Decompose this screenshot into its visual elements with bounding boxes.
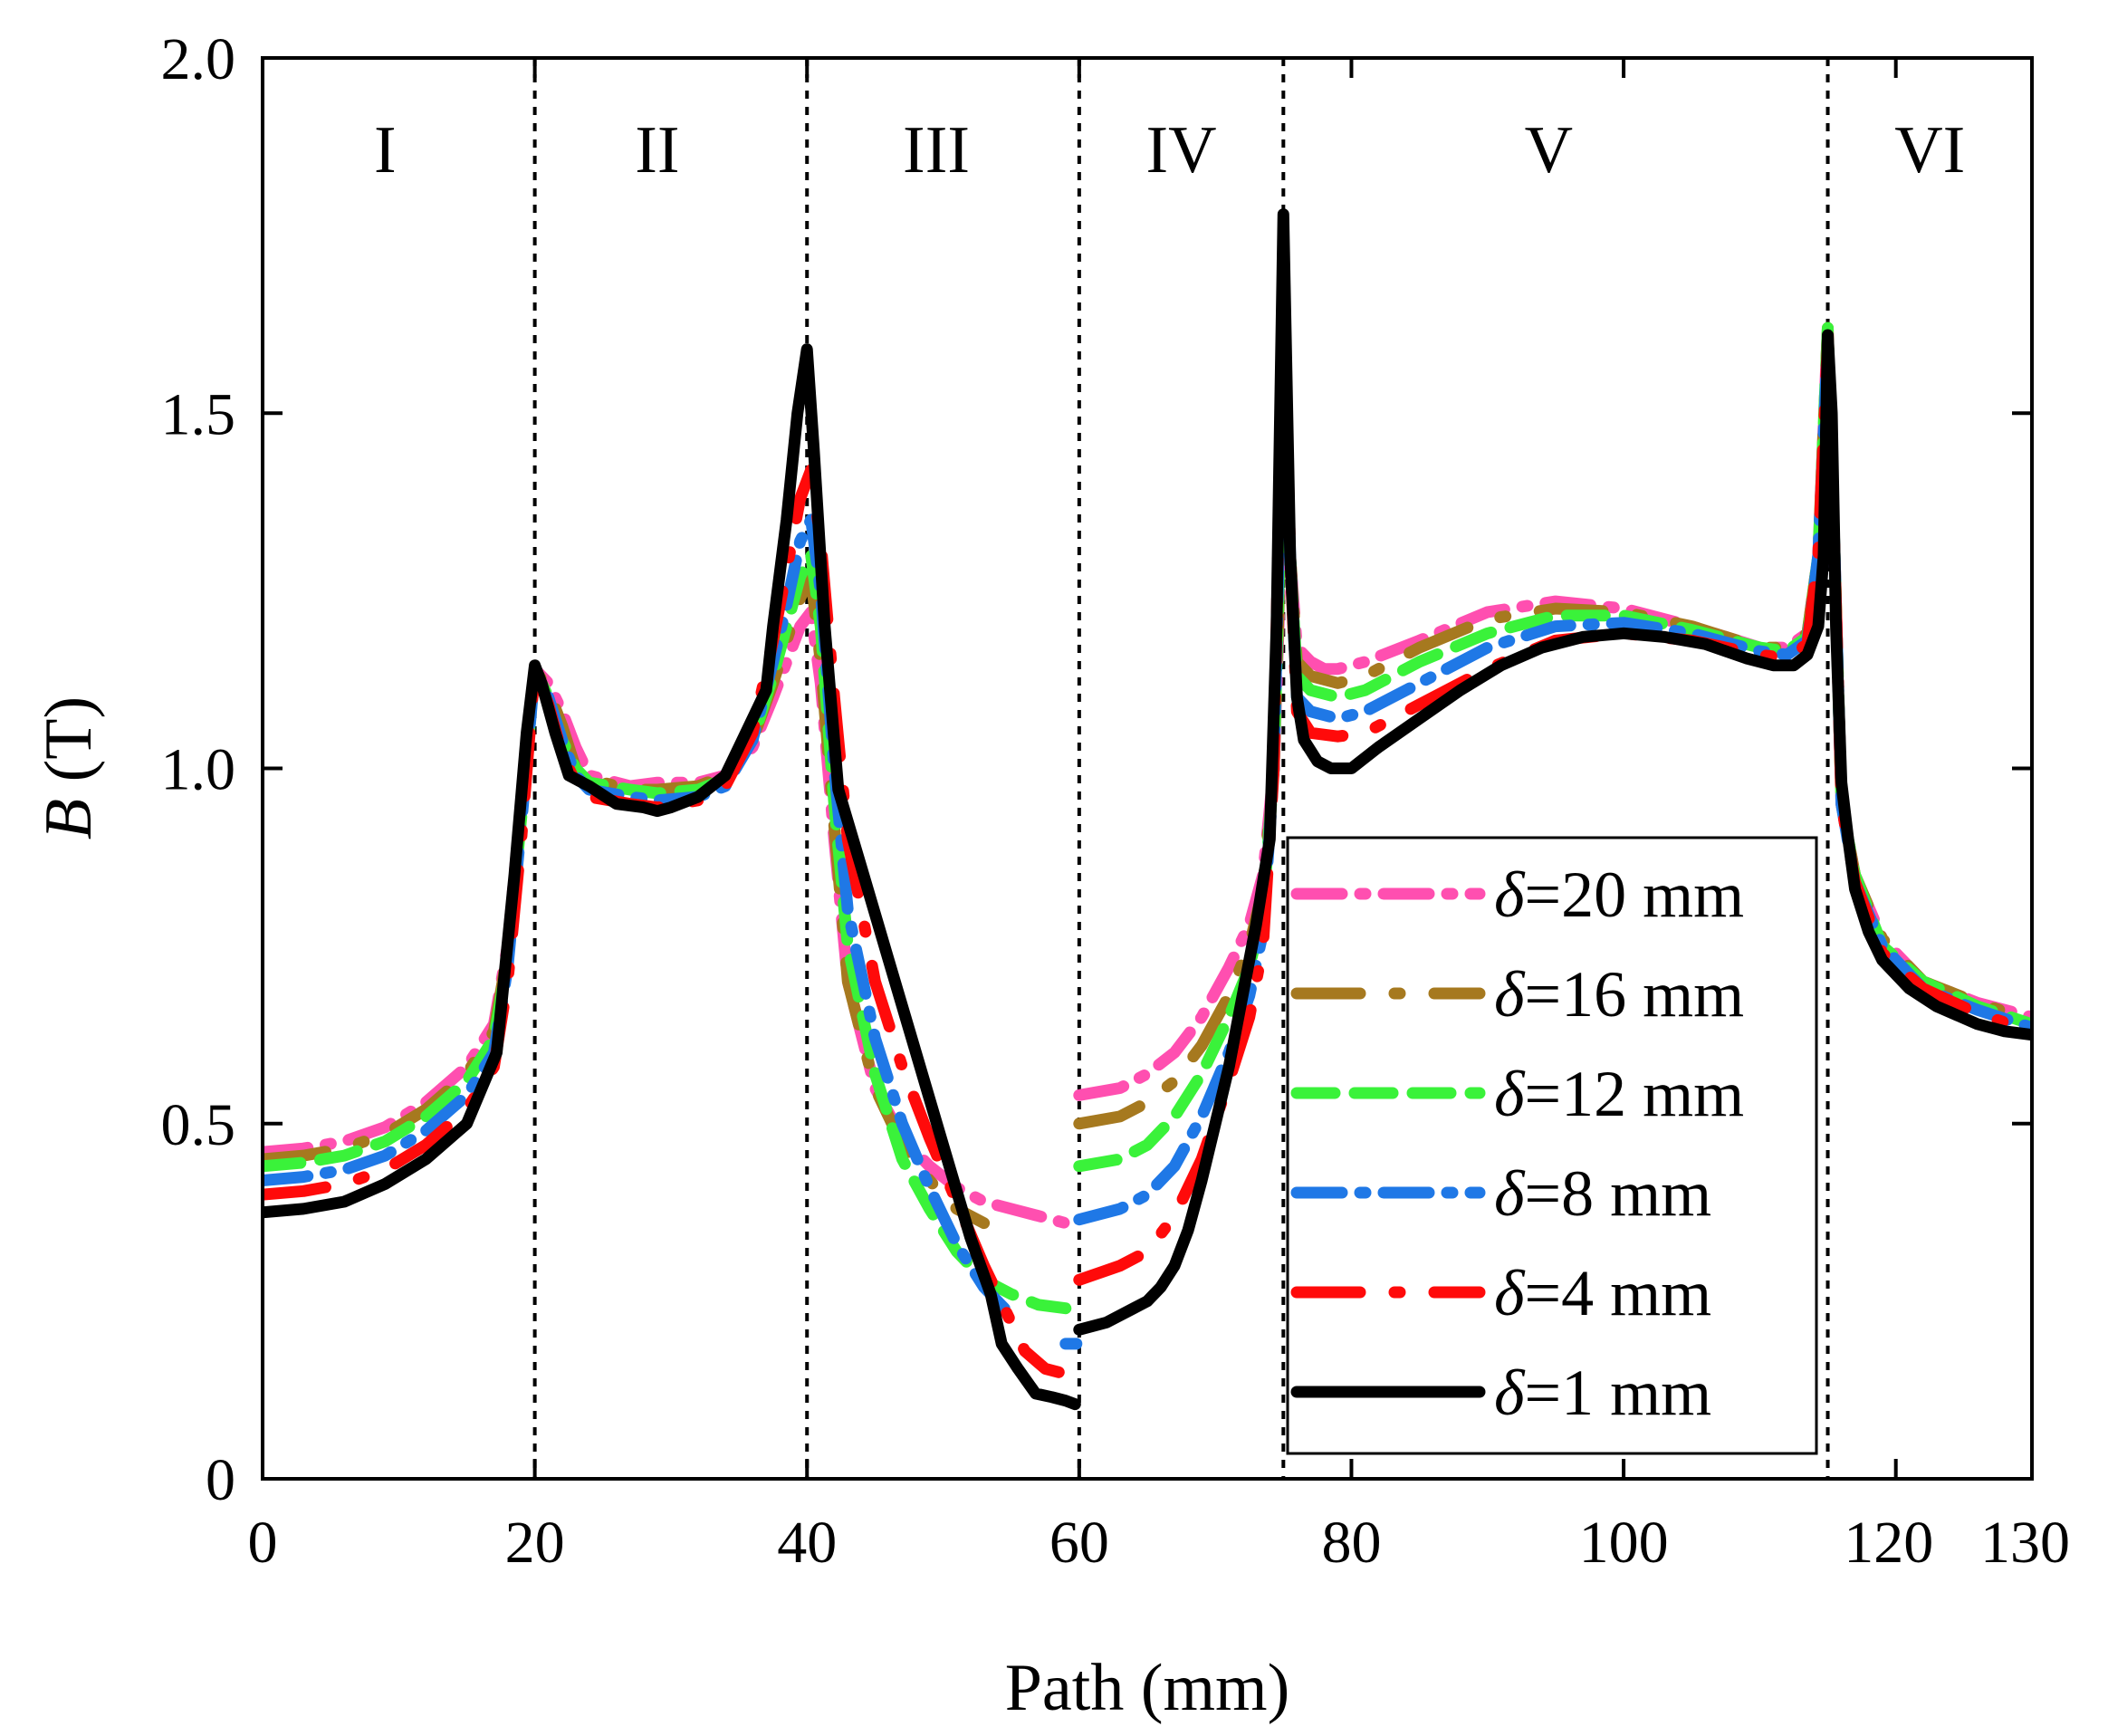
y-axis-title-symbol: B [32, 799, 106, 839]
region-labels: I II III IV V VI [374, 113, 1965, 187]
legend-label-symbol: δ [1494, 1257, 1526, 1329]
legend-label: δ=16 mm [1494, 958, 1744, 1031]
series-line [1073, 208, 2032, 1336]
x-tick-label: 80 [1321, 1510, 1381, 1576]
legend-label: δ=1 mm [1494, 1357, 1711, 1429]
legend-label-text: =16 mm [1524, 958, 1744, 1031]
y-axis-title: B (T) [32, 696, 106, 839]
x-tick-label: 100 [1579, 1510, 1669, 1576]
legend-label: δ=4 mm [1494, 1257, 1711, 1329]
legend-label-symbol: δ [1494, 1157, 1526, 1230]
x-tick-label: 20 [505, 1510, 565, 1576]
legend-label-text: =8 mm [1524, 1157, 1711, 1230]
x-axis-ticks: 0 20 40 60 80 100 120 130 [248, 58, 2070, 1576]
x-tick-label: 120 [1844, 1510, 1933, 1576]
y-tick-label: 0 [206, 1447, 235, 1513]
x-tick-label: 40 [777, 1510, 837, 1576]
y-axis-title-unit: (T) [32, 696, 106, 799]
region-label: II [635, 113, 679, 187]
y-tick-label: 2.0 [161, 26, 236, 92]
x-axis-title: Path (mm) [1005, 1651, 1289, 1725]
legend-label: δ=20 mm [1494, 858, 1744, 931]
legend-label-symbol: δ [1494, 1357, 1526, 1429]
y-tick-label: 1.0 [161, 737, 236, 803]
series-layer [263, 208, 2032, 1411]
legend-box [1286, 836, 1818, 1455]
region-label: VI [1894, 113, 1965, 187]
legend-label-symbol: δ [1494, 1058, 1526, 1130]
x-tick-label: 130 [1980, 1510, 2070, 1576]
x-tick-label: 60 [1049, 1510, 1109, 1576]
x-tick-label: 0 [248, 1510, 278, 1576]
series-line [263, 343, 1081, 1411]
legend-label-text: =20 mm [1524, 858, 1744, 931]
y-axis-ticks: 0 0.5 1.0 1.5 2.0 [161, 26, 2032, 1513]
legend: δ=20 mmδ=16 mmδ=12 mmδ=8 mmδ=4 mmδ=1 mm [1286, 836, 1818, 1455]
region-label: III [903, 113, 970, 187]
legend-label-text: =4 mm [1524, 1257, 1711, 1329]
series-line [263, 464, 1065, 1378]
region-label: IV [1146, 113, 1217, 187]
region-label: V [1525, 113, 1573, 187]
series-6 [263, 208, 2032, 1411]
legend-label-text: =1 mm [1524, 1357, 1711, 1429]
legend-label-text: =12 mm [1524, 1058, 1744, 1130]
legend-label-symbol: δ [1494, 958, 1526, 1031]
legend-label: δ=8 mm [1494, 1157, 1711, 1230]
region-label: I [374, 113, 397, 187]
y-tick-label: 1.5 [161, 381, 236, 447]
legend-label: δ=12 mm [1494, 1058, 1744, 1130]
y-tick-label: 0.5 [161, 1092, 236, 1158]
legend-label-symbol: δ [1494, 858, 1526, 931]
